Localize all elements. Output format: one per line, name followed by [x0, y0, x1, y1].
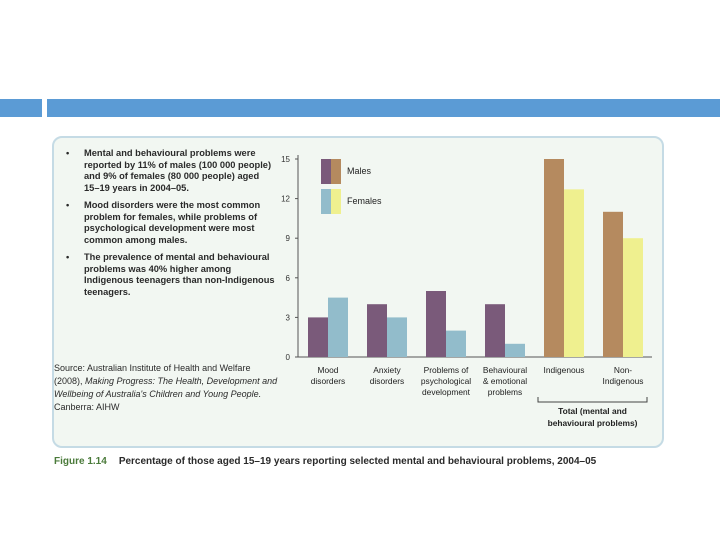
bar-males: [544, 159, 564, 357]
y-tick-label: 6: [286, 274, 291, 283]
bullet-dot: •: [66, 252, 70, 262]
y-tick-label: 0: [286, 353, 291, 362]
bullet-text: Mental and behavioural problems were rep…: [84, 148, 272, 193]
bar-males: [426, 291, 446, 357]
source-note: Source: Australian Institute of Health a…: [54, 362, 279, 414]
header-accent-bar-left: [0, 99, 42, 117]
summary-bullets: • Mental and behavioural problems were re…: [60, 148, 275, 304]
x-category-label: psychological: [421, 376, 471, 386]
bar-males: [603, 211, 623, 357]
legend-label-males: Males: [347, 166, 372, 176]
bar-males: [485, 304, 505, 357]
y-tick-label: 15: [281, 155, 290, 164]
group-label: Total (mental and: [558, 406, 627, 416]
x-category-label: problems: [488, 387, 522, 397]
bullet-item: • The prevalence of mental and behavioura…: [60, 252, 275, 298]
legend-swatch-males: [321, 159, 331, 184]
bullet-item: • Mood disorders were the most common pro…: [60, 200, 275, 246]
x-category-label: & emotional: [483, 376, 527, 386]
header-accent-bar-right: [47, 99, 720, 117]
bar-females: [623, 238, 643, 357]
figure-caption: Figure 1.14 Percentage of those aged 15–1…: [54, 456, 674, 467]
bullet-text: Mood disorders were the most common prob…: [84, 200, 261, 245]
bullet-item: • Mental and behavioural problems were re…: [60, 148, 275, 194]
bar-females: [387, 317, 407, 357]
x-category-label: Indigenous: [544, 365, 585, 375]
bar-females: [564, 189, 584, 357]
bar-females: [446, 330, 466, 357]
source-suffix: Canberra: AIHW: [54, 402, 120, 412]
source-title: Making Progress: The Health, Development…: [54, 376, 278, 399]
x-category-label: Problems of: [424, 365, 469, 375]
bar-males: [308, 317, 328, 357]
x-category-label: Anxiety: [373, 365, 401, 375]
bullet-dot: •: [66, 200, 70, 210]
x-category-label: disorders: [370, 376, 404, 386]
figure-caption-text: Percentage of those aged 15–19 years rep…: [118, 456, 597, 467]
x-category-label: disorders: [311, 376, 345, 386]
bar-females: [328, 297, 348, 357]
x-category-label: development: [422, 387, 471, 397]
bar-males: [367, 304, 387, 357]
x-category-label: Mood: [318, 365, 339, 375]
legend-swatch-females: [331, 189, 341, 214]
bullet-dot: •: [66, 148, 70, 158]
y-tick-label: 3: [286, 313, 291, 322]
figure-number: Figure 1.14: [54, 456, 107, 467]
legend-swatch-males: [331, 159, 341, 184]
bar-females: [505, 343, 525, 357]
legend-swatch-females: [321, 189, 331, 214]
group-label: behavioural problems): [548, 418, 638, 428]
source-prefix: Source: Australian Institute of Health a…: [54, 363, 251, 386]
x-category-label: Non-: [614, 365, 632, 375]
y-tick-label: 9: [286, 234, 291, 243]
x-category-label: Indigenous: [603, 376, 644, 386]
x-category-label: Behavioural: [483, 365, 527, 375]
group-bracket: [537, 397, 648, 403]
y-tick-label: 12: [281, 195, 290, 204]
bullet-text: The prevalence of mental and behavioural…: [84, 252, 275, 297]
legend-label-females: Females: [347, 196, 382, 206]
